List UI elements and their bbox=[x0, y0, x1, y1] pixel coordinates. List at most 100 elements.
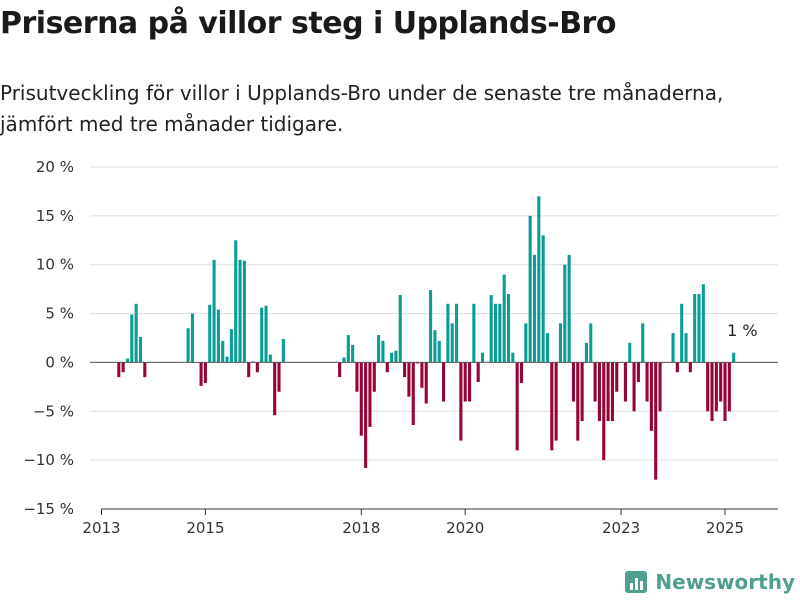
bar bbox=[727, 362, 731, 412]
bar bbox=[558, 323, 563, 363]
bar bbox=[407, 362, 411, 397]
x-tick-label: 2020 bbox=[446, 519, 484, 537]
bar bbox=[433, 330, 437, 363]
y-tick-label: 15 % bbox=[36, 207, 74, 225]
bar bbox=[446, 303, 450, 363]
bar bbox=[463, 362, 467, 402]
bar bbox=[584, 342, 588, 363]
bar bbox=[580, 362, 584, 422]
bar bbox=[641, 323, 645, 363]
bar bbox=[524, 323, 528, 363]
bar bbox=[645, 362, 649, 402]
bar bbox=[515, 362, 519, 451]
logo-text: Newsworthy bbox=[655, 570, 795, 594]
bar bbox=[498, 303, 502, 363]
bar bbox=[554, 362, 558, 441]
bar bbox=[576, 362, 580, 441]
bar bbox=[493, 303, 498, 363]
bar bbox=[390, 352, 394, 363]
bar bbox=[541, 235, 545, 363]
bar bbox=[364, 362, 368, 468]
bar bbox=[281, 338, 285, 363]
x-tick-label: 2013 bbox=[82, 519, 120, 537]
bar bbox=[450, 323, 454, 363]
bar bbox=[537, 196, 541, 363]
bar bbox=[606, 362, 610, 422]
bar bbox=[394, 350, 398, 363]
bar bbox=[675, 362, 679, 373]
bar bbox=[377, 335, 381, 363]
y-tick-label: −10 % bbox=[23, 451, 74, 469]
bar bbox=[502, 274, 506, 363]
bar bbox=[277, 362, 281, 392]
bar bbox=[593, 362, 597, 402]
chart-title: Priserna på villor steg i Upplands-Bro bbox=[0, 6, 616, 41]
x-tick-label: 2023 bbox=[602, 519, 640, 537]
bar bbox=[385, 362, 389, 373]
bar bbox=[636, 362, 640, 382]
bars-layer bbox=[117, 196, 736, 480]
bar bbox=[264, 305, 268, 363]
bar bbox=[242, 260, 246, 363]
bar bbox=[567, 254, 571, 363]
bar bbox=[732, 352, 736, 363]
bar bbox=[411, 362, 415, 425]
bar bbox=[532, 254, 537, 363]
bar bbox=[714, 362, 718, 412]
bar bbox=[701, 284, 705, 363]
bar bbox=[649, 362, 653, 431]
bar bbox=[467, 362, 472, 402]
bar bbox=[489, 295, 493, 363]
bar bbox=[476, 362, 480, 382]
bar bbox=[602, 362, 606, 461]
bar bbox=[459, 362, 463, 441]
bar bbox=[511, 352, 515, 363]
x-tick-label: 2025 bbox=[706, 519, 744, 537]
bar bbox=[455, 303, 459, 363]
x-axis-ticks: 2013 2015 2018 2020 2023 2025 bbox=[82, 509, 744, 537]
bar bbox=[719, 362, 723, 402]
bar bbox=[368, 362, 372, 427]
bar bbox=[143, 362, 147, 378]
y-axis-ticks: 20 % 15 % 10 % 5 % 0 % −5 % −10 % −15 % bbox=[23, 158, 74, 518]
y-tick-label: 0 % bbox=[45, 353, 74, 371]
bar bbox=[563, 264, 567, 363]
bar bbox=[381, 340, 385, 363]
bar bbox=[203, 362, 207, 383]
bar bbox=[610, 362, 614, 422]
bar bbox=[442, 362, 446, 402]
bar bbox=[723, 362, 727, 422]
bar bbox=[671, 333, 675, 363]
bar bbox=[125, 358, 130, 363]
bar bbox=[255, 362, 259, 373]
bar bbox=[372, 362, 376, 392]
bar bbox=[186, 328, 190, 363]
bar bbox=[550, 362, 554, 451]
bar bbox=[437, 340, 441, 363]
bar bbox=[693, 294, 697, 363]
bar bbox=[472, 303, 476, 363]
bar bbox=[654, 362, 658, 480]
bar bbox=[403, 362, 407, 378]
bar bbox=[234, 240, 238, 363]
bar bbox=[688, 362, 692, 373]
y-tick-label: 5 % bbox=[45, 305, 74, 323]
bar bbox=[247, 362, 251, 378]
bar bbox=[338, 362, 342, 378]
bar bbox=[710, 362, 714, 422]
bar bbox=[229, 329, 233, 363]
newsworthy-logo: Newsworthy bbox=[625, 570, 795, 594]
bar bbox=[658, 362, 662, 412]
bar bbox=[138, 337, 143, 363]
latest-value-label: 1 % bbox=[727, 321, 757, 340]
y-tick-label: −15 % bbox=[23, 500, 74, 518]
bar bbox=[706, 362, 710, 412]
bar bbox=[519, 362, 524, 383]
bar bbox=[684, 333, 688, 363]
bar bbox=[615, 362, 619, 392]
bar bbox=[134, 303, 138, 363]
bar bbox=[342, 357, 346, 363]
bar bbox=[480, 352, 485, 363]
bar bbox=[697, 294, 701, 363]
